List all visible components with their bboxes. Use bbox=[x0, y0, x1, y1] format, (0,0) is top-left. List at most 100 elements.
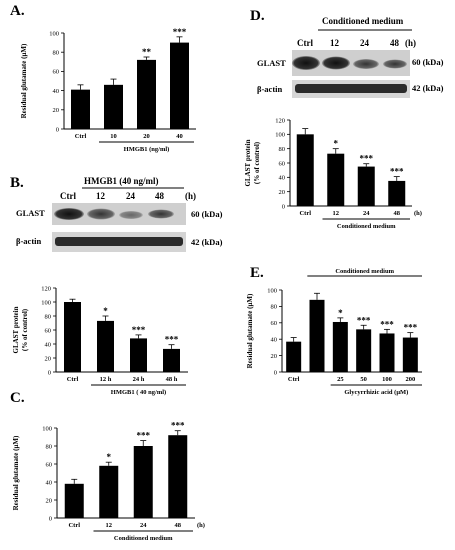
chart-b-ytick-label: 60 bbox=[45, 327, 52, 334]
chart-d-bar bbox=[357, 166, 375, 206]
blot-d-glast-band-ctrl bbox=[292, 56, 320, 70]
blot-b-actin-size: 42 (kDa) bbox=[191, 237, 223, 247]
panel-label-c: C. bbox=[10, 390, 25, 406]
chart-e-bar bbox=[286, 341, 302, 372]
chart-c-ytick-label: 80 bbox=[46, 443, 53, 450]
chart-e-ytick-label: 100 bbox=[267, 287, 277, 294]
chart-d-category-label: Ctrl bbox=[299, 210, 311, 217]
chart-a-ytick-label: 0 bbox=[56, 126, 59, 133]
chart-a-category-label: 40 bbox=[176, 133, 183, 140]
chart-a: 0 20 40 60 80 100 Residual glutamate (μM) Ctrl 1… bbox=[20, 27, 196, 153]
chart-c-ylabel: Residual glutamate (μM) bbox=[12, 435, 20, 510]
chart-d-ytick-label: 120 bbox=[275, 117, 285, 124]
blot-b-lane-24: 24 bbox=[126, 191, 136, 201]
chart-d-significance: * bbox=[334, 139, 339, 149]
chart-e-ytick-label: 80 bbox=[271, 304, 278, 311]
chart-c-ytick-label: 100 bbox=[42, 425, 52, 432]
chart-a-significance: *** bbox=[173, 27, 187, 37]
chart-d-ytick-label: 60 bbox=[279, 160, 286, 167]
blot-d: Conditioned medium Ctrl 12 24 48 (h) GLA… bbox=[257, 16, 444, 98]
blot-d-actin-label: β-actin bbox=[257, 84, 283, 94]
blot-d-lane-48: 48 bbox=[390, 38, 400, 48]
chart-e-bar bbox=[402, 337, 418, 372]
chart-d-bar bbox=[388, 180, 406, 206]
chart-b-ytick-label: 0 bbox=[48, 369, 51, 376]
chart-c-bar bbox=[99, 465, 119, 518]
chart-b-significance: *** bbox=[132, 325, 146, 335]
chart-a-ytick-label: 80 bbox=[53, 50, 60, 57]
chart-d-bar bbox=[327, 153, 345, 206]
blot-b-glast-band-48 bbox=[148, 209, 174, 219]
chart-c-category-label: Ctrl bbox=[68, 522, 80, 529]
blot-d-glast-label: GLAST bbox=[257, 58, 286, 68]
chart-b-ylabel-2: (% of control) bbox=[21, 308, 29, 351]
blot-b-lane-48: 48 bbox=[155, 191, 165, 201]
chart-a-ytick-label: 100 bbox=[49, 30, 59, 37]
chart-e-ytick-label: 0 bbox=[274, 369, 277, 376]
chart-d-significance: *** bbox=[360, 154, 374, 164]
chart-b-bar bbox=[130, 338, 147, 372]
blot-d-lane-ctrl: Ctrl bbox=[297, 38, 313, 48]
chart-d-category-label: 24 bbox=[363, 210, 370, 217]
blot-b-glast-membrane bbox=[52, 203, 186, 225]
chart-d-significance: *** bbox=[390, 167, 404, 177]
chart-b-category-label: 24 h bbox=[133, 376, 145, 383]
chart-d-ytick-label: 80 bbox=[279, 146, 286, 153]
chart-d-ytick-label: 20 bbox=[279, 189, 286, 196]
chart-b: 0 20 40 60 80 100 120 GLAST protein (% of contro… bbox=[12, 285, 188, 396]
chart-e-top-header: Conditioned medium bbox=[335, 268, 394, 275]
chart-a-category-label: 20 bbox=[143, 133, 150, 140]
chart-a-bar bbox=[170, 42, 189, 129]
blot-b-unit: (h) bbox=[185, 191, 196, 201]
chart-c-ytick-label: 20 bbox=[46, 497, 53, 504]
blot-b-glast-band-12 bbox=[87, 208, 115, 220]
chart-d-category-label: 48 bbox=[394, 210, 401, 217]
chart-e-bar bbox=[356, 329, 372, 372]
chart-c-significance: * bbox=[107, 452, 112, 462]
blot-d-lane-12: 12 bbox=[330, 38, 340, 48]
chart-c-ytick-label: 40 bbox=[46, 479, 53, 486]
chart-d-category-label: 12 bbox=[333, 210, 340, 217]
panel-label-e: E. bbox=[250, 265, 264, 281]
blot-b-glast-label: GLAST bbox=[16, 208, 45, 218]
chart-c-xunit: (h) bbox=[197, 522, 205, 529]
chart-b-xlabel: HMGB1 ( 40 ng/ml) bbox=[111, 389, 166, 396]
chart-a-ytick-label: 40 bbox=[53, 88, 60, 95]
chart-c-category-label: 24 bbox=[140, 522, 147, 529]
chart-e-significance: * bbox=[338, 308, 343, 318]
panel-label-a: A. bbox=[10, 3, 25, 19]
chart-c-xlabel: Conditioned medium bbox=[114, 535, 173, 542]
blot-b-glast-size: 60 (kDa) bbox=[191, 209, 223, 219]
chart-c-ytick-label: 60 bbox=[46, 461, 53, 468]
blot-d-lane-24: 24 bbox=[360, 38, 370, 48]
chart-a-bar bbox=[104, 84, 123, 129]
blot-b-actin-band bbox=[55, 237, 183, 246]
blot-b-header: HMGB1 (40 ng/ml) bbox=[84, 176, 159, 186]
chart-c-significance: *** bbox=[171, 421, 185, 431]
chart-e-bar bbox=[309, 299, 325, 372]
chart-c: 0 20 40 60 80 100 Residual glutamate (μM) Ctrl *… bbox=[12, 421, 205, 542]
chart-d-bar bbox=[296, 134, 314, 206]
panel-label-d: D. bbox=[250, 8, 265, 24]
chart-e-ytick-label: 40 bbox=[271, 337, 278, 344]
chart-d-ytick-label: 0 bbox=[282, 203, 285, 210]
chart-d-ylabel: GLAST protein bbox=[244, 139, 252, 186]
blot-d-header: Conditioned medium bbox=[322, 16, 404, 26]
chart-e-ylabel: Residual glutamate (μM) bbox=[246, 293, 254, 368]
chart-b-significance: *** bbox=[165, 335, 179, 345]
blot-d-glast-band-12 bbox=[322, 56, 350, 70]
chart-e-ytick-label: 20 bbox=[271, 353, 278, 360]
chart-e-category-label: 200 bbox=[405, 376, 415, 383]
chart-a-category-label: Ctrl bbox=[75, 133, 87, 140]
chart-a-category-label: 10 bbox=[110, 133, 117, 140]
chart-c-category-label: 12 bbox=[106, 522, 113, 529]
chart-e-category-label: 100 bbox=[382, 376, 392, 383]
chart-a-ytick-label: 60 bbox=[53, 69, 60, 76]
chart-c-category-label: 48 bbox=[175, 522, 182, 529]
chart-a-bar bbox=[71, 89, 90, 129]
chart-a-bar bbox=[137, 59, 156, 129]
chart-b-bar bbox=[97, 320, 114, 372]
chart-e: 0 20 40 60 80 100 Residual glutamate (μM) Ctrl *… bbox=[246, 268, 422, 396]
panel-label-b: B. bbox=[10, 175, 24, 191]
